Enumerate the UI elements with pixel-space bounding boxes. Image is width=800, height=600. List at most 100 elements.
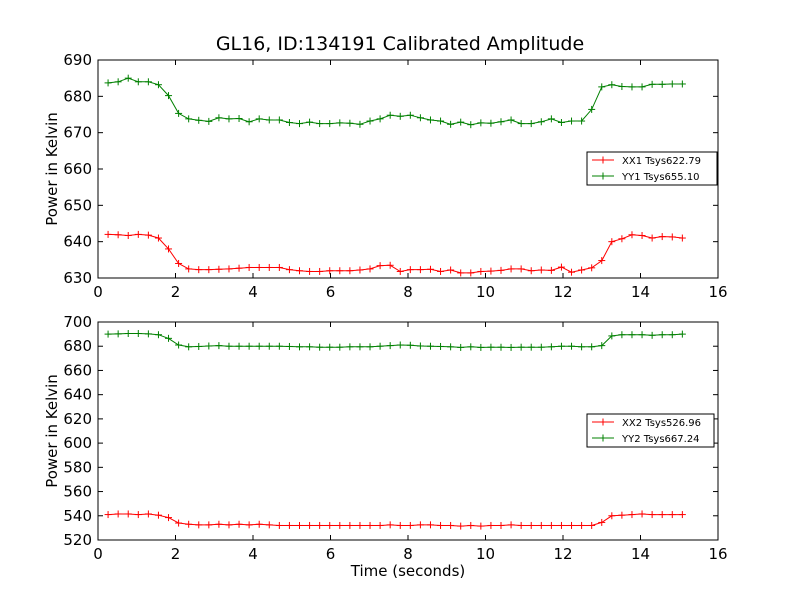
data-point	[185, 343, 193, 351]
y-tick-label: 660	[63, 361, 92, 379]
data-point	[275, 263, 283, 271]
data-point	[144, 510, 152, 518]
data-point	[376, 342, 384, 350]
data-point	[507, 265, 515, 273]
data-point	[598, 342, 606, 350]
data-point	[296, 343, 303, 351]
data-point	[215, 265, 223, 273]
data-point	[537, 266, 545, 274]
data-point	[265, 521, 273, 529]
y-tick-label: 540	[63, 507, 92, 525]
data-point	[225, 342, 233, 350]
data-point	[517, 120, 525, 128]
data-point	[356, 120, 364, 128]
data-point	[477, 522, 485, 530]
data-point	[154, 81, 162, 89]
data-point	[426, 342, 434, 350]
data-point	[437, 342, 445, 350]
data-point	[144, 231, 152, 239]
data-point	[477, 267, 485, 275]
data-point	[195, 521, 203, 529]
data-point	[618, 235, 626, 243]
x-tick-label: 16	[708, 283, 727, 301]
x-tick-label: 8	[403, 545, 413, 563]
data-point	[175, 109, 183, 117]
data-point	[447, 343, 455, 351]
data-point	[154, 331, 162, 339]
data-point	[326, 120, 334, 128]
data-point	[366, 521, 374, 529]
data-point	[517, 521, 525, 529]
data-point	[537, 118, 545, 126]
data-point	[346, 343, 354, 351]
data-point	[507, 521, 515, 529]
data-point	[568, 117, 576, 125]
data-point	[396, 112, 404, 120]
data-point	[628, 511, 636, 519]
data-point	[366, 265, 374, 273]
data-point	[376, 115, 384, 123]
data-point	[205, 266, 213, 274]
data-point	[346, 521, 354, 529]
data-point	[447, 120, 455, 128]
data-point	[205, 117, 213, 125]
data-point	[578, 521, 586, 529]
data-point	[336, 119, 344, 127]
data-point	[487, 343, 495, 351]
data-point	[557, 263, 565, 271]
data-point	[588, 264, 596, 272]
data-point	[426, 116, 434, 124]
data-point	[285, 118, 293, 126]
data-point	[255, 115, 263, 123]
data-point	[225, 521, 233, 529]
data-point	[648, 331, 656, 339]
data-point	[306, 521, 314, 529]
data-point	[296, 267, 303, 275]
data-point	[306, 343, 314, 351]
data-point	[356, 521, 364, 529]
data-point	[497, 343, 505, 351]
x-tick-label: 12	[553, 283, 572, 301]
data-point	[638, 83, 646, 91]
data-point	[608, 81, 616, 89]
data-point	[537, 343, 545, 351]
data-point	[326, 343, 334, 351]
series-xx	[104, 510, 686, 530]
data-point	[134, 330, 142, 338]
series-line	[108, 233, 683, 274]
data-point	[426, 521, 434, 529]
data-point	[336, 521, 344, 529]
y-tick-label: 680	[63, 337, 92, 355]
data-point	[678, 80, 686, 88]
data-point	[114, 510, 122, 518]
y-tick-label: 520	[63, 531, 92, 549]
y-tick-label: 650	[63, 196, 92, 214]
legend: XX2 Tsys526.96 YY2 Tsys667.24	[586, 413, 715, 448]
legend-item: XX2 Tsys526.96	[592, 418, 701, 429]
data-point	[668, 80, 676, 88]
data-point	[154, 511, 162, 519]
data-point	[124, 74, 132, 82]
x-tick-label: 0	[93, 283, 103, 301]
data-point	[205, 342, 213, 350]
series-line	[108, 333, 683, 348]
data-point	[437, 267, 445, 275]
data-point	[154, 234, 162, 242]
y-tick-label: 630	[63, 269, 92, 287]
legend: XX1 Tsys622.79 YY1 Tsys655.10	[586, 151, 718, 186]
data-point	[467, 521, 475, 529]
data-point	[165, 245, 173, 253]
data-point	[406, 341, 414, 349]
legend-label: XX1 Tsys622.79	[622, 156, 701, 167]
data-point	[416, 114, 424, 122]
data-point	[165, 92, 173, 100]
data-point	[467, 343, 475, 351]
data-point	[225, 265, 233, 273]
data-point	[376, 262, 384, 270]
y-tick-label: 640	[63, 233, 92, 251]
y-tick-label: 680	[63, 87, 92, 105]
data-point	[457, 343, 465, 351]
data-point	[235, 114, 243, 122]
data-point	[235, 264, 243, 272]
data-point	[416, 342, 424, 350]
